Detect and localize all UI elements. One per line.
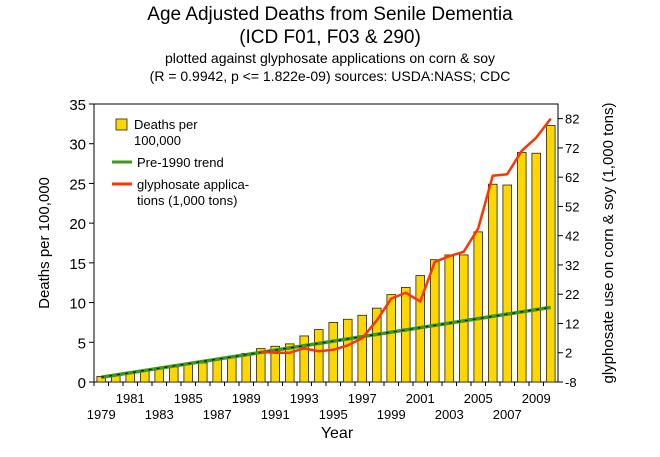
- y-right-tick-label: 72: [565, 141, 579, 156]
- y-tick-label: 35: [69, 97, 86, 114]
- y-tick-label: 20: [69, 216, 86, 233]
- legend-label-trend: Pre-1990 trend: [137, 155, 224, 170]
- bar: [328, 322, 338, 383]
- bar: [299, 335, 309, 383]
- y-right-tick-label: 82: [565, 112, 579, 127]
- x-tick-label: 2007: [493, 407, 522, 422]
- legend-label-glyphosate-line2: tions (1,000 tons): [137, 193, 237, 208]
- x-tick-label: 1989: [232, 391, 261, 406]
- bar: [270, 345, 280, 383]
- y-right-tick-label: 12: [565, 316, 579, 331]
- y-right-tick-label: 52: [565, 199, 579, 214]
- bar: [284, 343, 295, 383]
- bar: [342, 318, 353, 383]
- y-tick-label: 25: [69, 176, 86, 193]
- y-tick-label: 15: [69, 256, 86, 273]
- x-tick-label: 2009: [522, 391, 551, 406]
- x-tick-label: 1999: [377, 407, 406, 422]
- y-right-tick-label: 22: [565, 287, 579, 302]
- x-tick-label: 1991: [261, 407, 290, 422]
- x-tick-label: 2003: [435, 407, 464, 422]
- legend-label-deaths: Deaths per: [134, 117, 198, 132]
- x-axis-label: Year: [321, 425, 354, 442]
- x-tick-label: 1979: [87, 407, 116, 422]
- x-tick-label: 1983: [145, 407, 174, 422]
- bar: [429, 259, 440, 383]
- bar: [517, 152, 527, 383]
- bar: [357, 314, 367, 383]
- y-right-tick-label: 42: [565, 229, 579, 244]
- bar: [183, 364, 193, 383]
- bar: [226, 356, 237, 383]
- bar: [546, 125, 556, 383]
- y-right-tick-label: 32: [565, 258, 579, 273]
- y-tick-label: 10: [69, 296, 86, 313]
- y-right-tick-label: -8: [565, 375, 577, 390]
- bar: [168, 366, 179, 383]
- legend-label-glyphosate: glyphosate applica-: [137, 177, 249, 192]
- bar: [386, 294, 396, 383]
- bar: [255, 348, 266, 383]
- bar: [473, 231, 483, 383]
- bar: [502, 184, 512, 383]
- x-tick-label: 1981: [116, 391, 145, 406]
- y-tick-label: 5: [78, 335, 86, 352]
- x-tick-label: 1993: [290, 391, 319, 406]
- x-tick-label: 1995: [319, 407, 348, 422]
- trend-line: [100, 305, 552, 379]
- legend-swatch-deaths: [115, 118, 128, 131]
- chart-subtitle-line2: (R = 0.9942, p <= 1.822e-09) sources: US…: [149, 68, 511, 84]
- glyphosate-line: [260, 117, 552, 354]
- chart-subtitle: plotted against glyphosate applications …: [165, 50, 495, 66]
- bar: [212, 359, 222, 383]
- chart-title: Age Adjusted Deaths from Senile Dementia: [147, 4, 513, 25]
- bar: [444, 254, 454, 383]
- y-axis-right-label: glyphosate use on corn & soy (1,000 tons…: [600, 102, 617, 383]
- bar: [154, 368, 164, 383]
- chart-title-line2: (ICD F01, F03 & 290): [239, 27, 421, 48]
- bar: [487, 183, 498, 383]
- x-tick-label: 1985: [174, 391, 203, 406]
- x-tick-label: 2005: [464, 391, 493, 406]
- y-right-tick-label: 62: [565, 170, 579, 185]
- y-tick-label: 0: [78, 375, 86, 392]
- x-tick-label: 1997: [348, 391, 377, 406]
- y-tick-label: 30: [69, 137, 86, 154]
- legend-label-deaths-line2: 100,000: [134, 133, 181, 148]
- x-tick-label: 2001: [406, 391, 435, 406]
- bar: [371, 307, 382, 383]
- y-right-tick-label: 2: [565, 346, 572, 361]
- bar: [197, 362, 208, 383]
- bar: [531, 152, 542, 383]
- x-tick-label: 1987: [203, 407, 232, 422]
- y-axis-label: Deaths per 100,000: [36, 177, 53, 309]
- bar: [241, 353, 251, 383]
- bar: [458, 254, 469, 383]
- bar: [313, 329, 324, 383]
- bar: [400, 287, 411, 383]
